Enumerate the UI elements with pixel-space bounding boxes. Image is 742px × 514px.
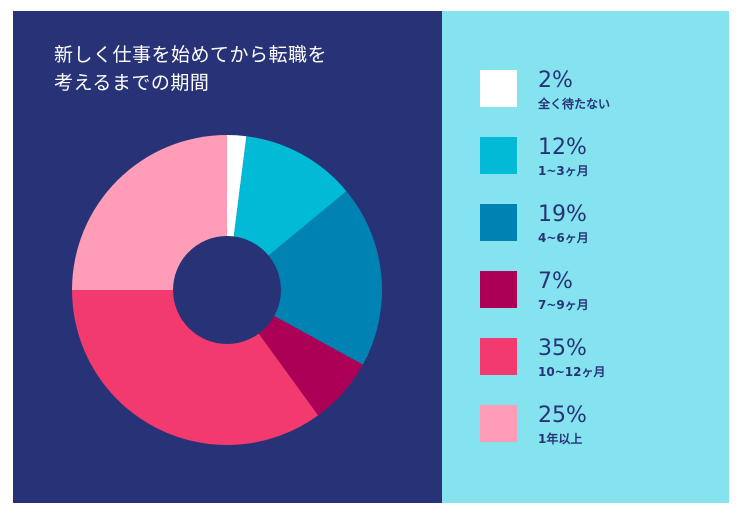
chart-title-line-1: 新しく仕事を始めてから転職を xyxy=(54,44,328,66)
legend-percent: 25% xyxy=(538,403,587,428)
legend-swatch xyxy=(480,137,517,174)
legend-swatch xyxy=(480,204,517,241)
legend-label: 7~9ヶ月 xyxy=(538,298,589,312)
legend-percent: 12% xyxy=(538,135,587,160)
legend-label: 1~3ヶ月 xyxy=(538,164,589,178)
legend-swatch xyxy=(480,271,517,308)
legend-percent: 35% xyxy=(538,336,587,361)
legend-percent: 7% xyxy=(538,269,573,294)
chart-title: 新しく仕事を始めてから転職を 考えるまでの期間 xyxy=(54,41,374,97)
legend-swatch xyxy=(480,405,517,442)
donut-hole xyxy=(173,236,281,344)
pie-slice-5 xyxy=(72,290,319,445)
legend-label: 4~6ヶ月 xyxy=(538,231,589,245)
chart-title-line-2: 考えるまでの期間 xyxy=(54,72,210,94)
pie-slice-6 xyxy=(72,135,227,290)
legend-label: 1年以上 xyxy=(538,432,583,446)
legend-label: 10~12ヶ月 xyxy=(538,365,606,379)
legend-percent: 19% xyxy=(538,202,587,227)
legend-label: 全く待たない xyxy=(538,97,611,111)
legend-swatch xyxy=(480,338,517,375)
pie-slice-3 xyxy=(227,191,382,365)
legend-swatch xyxy=(480,70,517,107)
legend-percent: 2% xyxy=(538,68,573,93)
